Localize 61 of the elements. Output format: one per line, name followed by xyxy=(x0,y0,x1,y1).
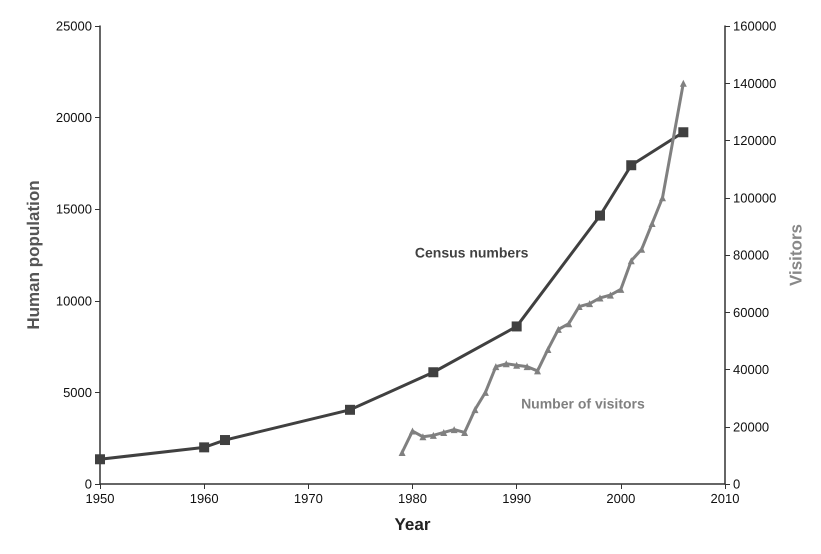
point xyxy=(576,303,583,310)
point xyxy=(95,454,105,464)
x-axis-title: Year xyxy=(394,515,431,534)
y-tick-label: 10000 xyxy=(56,293,92,308)
y-tick-label: 20000 xyxy=(56,110,92,126)
y-axis-title: Human population xyxy=(24,180,43,330)
point xyxy=(648,220,656,228)
y2-tick-label: 60000 xyxy=(733,304,770,320)
point xyxy=(440,428,448,436)
point xyxy=(628,257,635,264)
x-tick-label: 1980 xyxy=(398,491,427,506)
point xyxy=(513,362,520,369)
x-tick-label: 1970 xyxy=(294,491,323,506)
point xyxy=(524,363,531,370)
x-tick-label: 1950 xyxy=(86,491,114,506)
point xyxy=(596,294,604,302)
y2-tick-label: 140000 xyxy=(733,76,776,91)
x-tick-label: 2000 xyxy=(606,491,636,506)
point xyxy=(680,80,687,87)
text: Census numbers xyxy=(414,244,529,260)
x-tick-label: 2010 xyxy=(710,491,740,506)
point xyxy=(617,286,624,293)
y2-axis-title: Visitors xyxy=(786,224,806,286)
y2-tick-label: 80000 xyxy=(733,248,770,262)
y2-tick-label: 100000 xyxy=(733,190,776,206)
point xyxy=(554,326,562,333)
point xyxy=(450,426,458,434)
series-label: Number of visitors xyxy=(521,395,645,412)
point xyxy=(419,433,426,440)
y-tick-label: 5000 xyxy=(63,384,92,400)
point xyxy=(409,428,416,435)
y-tick-label: 25000 xyxy=(56,18,92,34)
point xyxy=(565,320,572,328)
x-tick-label: 1960 xyxy=(190,491,219,506)
y-tick-label: 0 xyxy=(84,476,92,492)
y2-tick-label: 40000 xyxy=(733,362,770,377)
x-tick-label: 1990 xyxy=(502,491,532,506)
point xyxy=(492,363,500,370)
point xyxy=(512,321,522,332)
point xyxy=(678,127,688,138)
point xyxy=(461,428,468,436)
y2-tick-label: 120000 xyxy=(733,133,776,148)
point xyxy=(482,388,489,396)
point xyxy=(502,360,510,368)
point xyxy=(595,210,605,221)
point xyxy=(534,367,541,374)
y2-tick-label: 0 xyxy=(733,476,740,492)
y2-tick-label: 20000 xyxy=(733,419,770,434)
y-tick-label: 15000 xyxy=(56,202,92,217)
point xyxy=(398,449,406,456)
point xyxy=(428,367,438,378)
point xyxy=(199,442,210,452)
point xyxy=(345,404,355,415)
point xyxy=(544,346,552,353)
point xyxy=(626,160,636,170)
y2-tick-label: 160000 xyxy=(733,18,776,34)
point xyxy=(606,292,614,299)
point xyxy=(430,432,437,439)
point xyxy=(586,300,594,308)
point xyxy=(472,406,478,414)
point xyxy=(220,435,230,446)
